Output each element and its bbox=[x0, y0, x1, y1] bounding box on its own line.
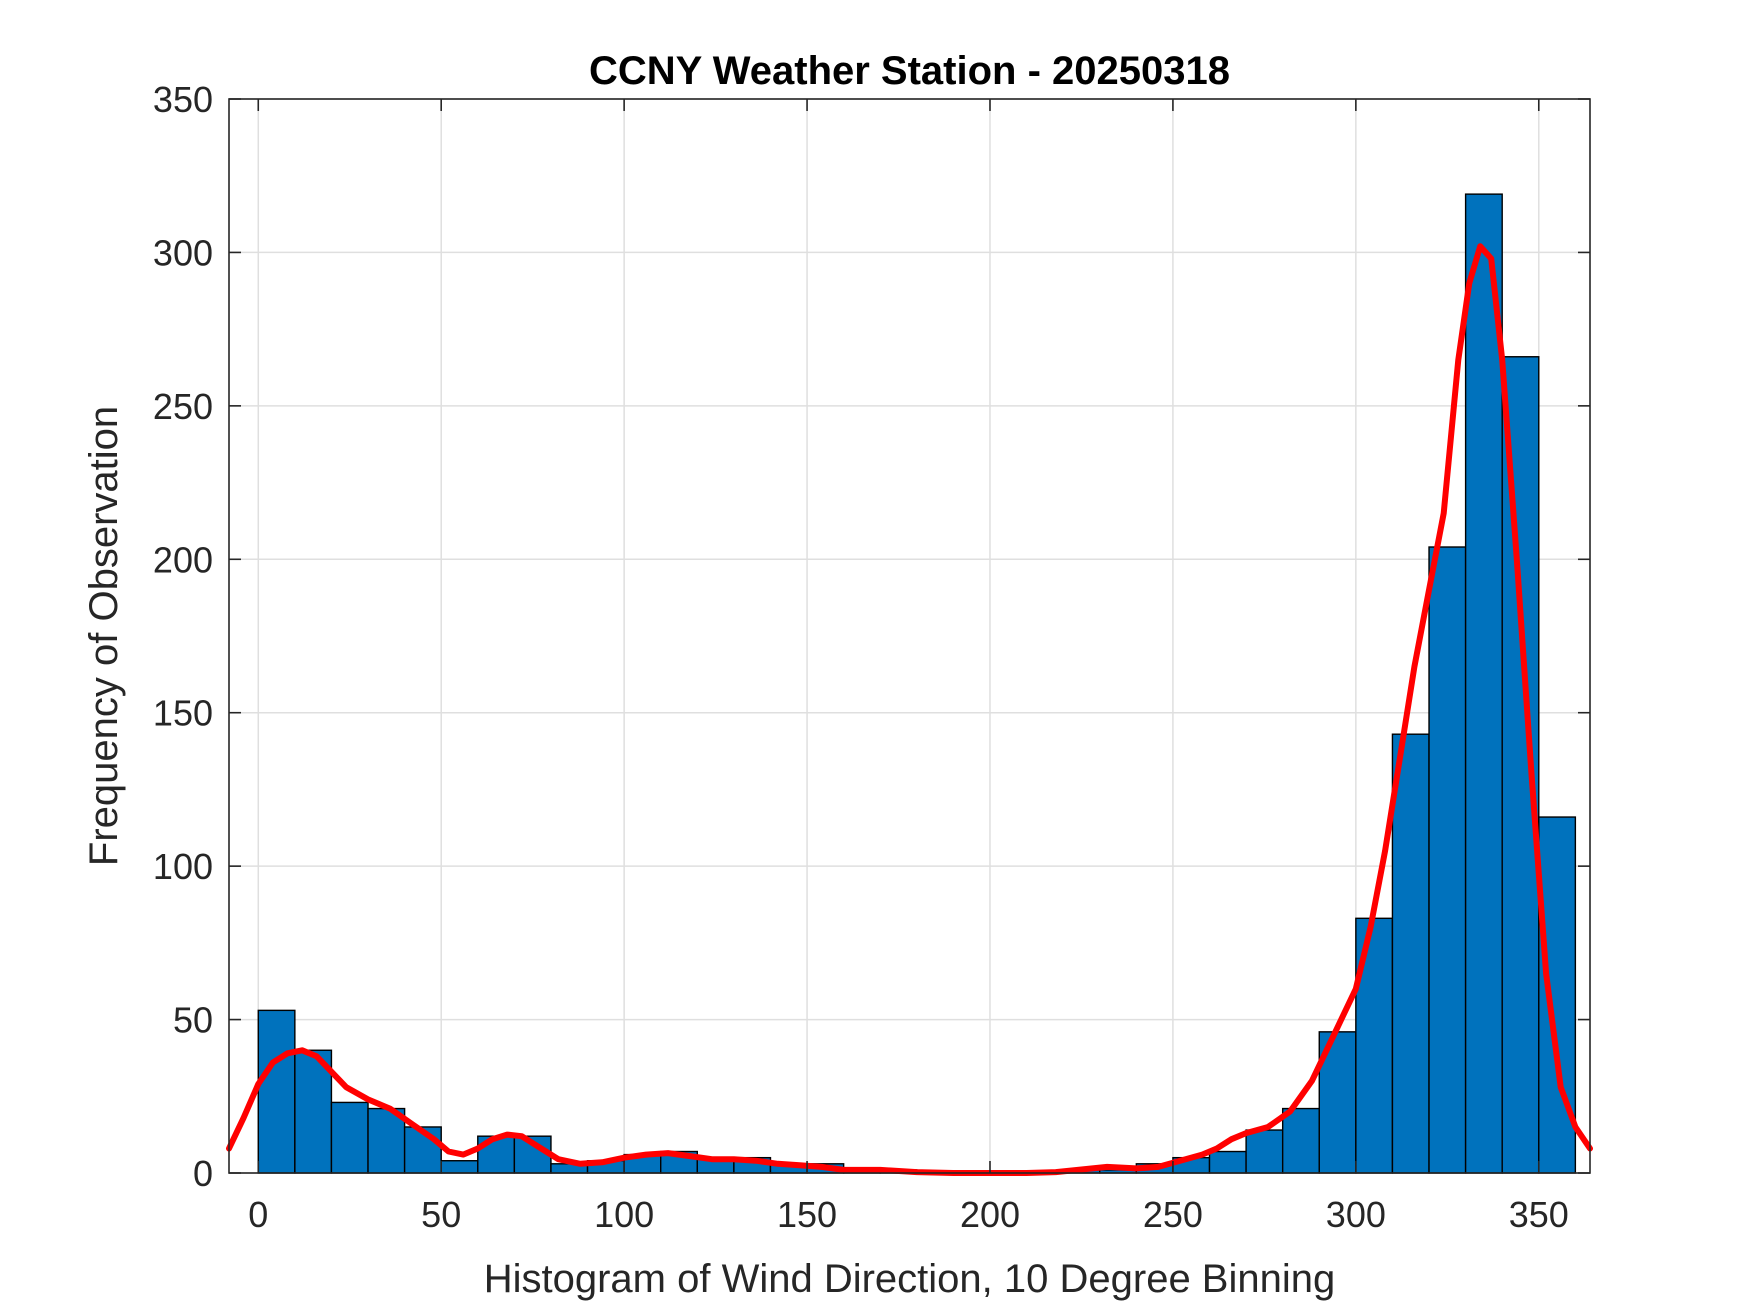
x-tick-label: 150 bbox=[777, 1194, 837, 1235]
x-tick-label: 200 bbox=[960, 1194, 1020, 1235]
axis-ticks: 0 50 100 150 200 250 300 350 0 50 100 150 200 250 300 3… bbox=[153, 79, 1590, 1235]
histogram-bar bbox=[1245, 1129, 1284, 1174]
y-tick-label: 50 bbox=[173, 1000, 213, 1041]
x-tick-label: 100 bbox=[594, 1194, 654, 1235]
y-tick-label: 0 bbox=[193, 1153, 213, 1194]
chart-title: CCNY Weather Station - 20250318 bbox=[589, 49, 1230, 93]
histogram-bars bbox=[257, 193, 1577, 1174]
x-tick-label: 350 bbox=[1509, 1194, 1569, 1235]
x-tick-label: 250 bbox=[1143, 1194, 1203, 1235]
fit-curve-line bbox=[226, 243, 1593, 1176]
histogram-bar bbox=[1208, 1150, 1247, 1174]
plot-frame bbox=[228, 98, 1591, 1174]
histogram-bar bbox=[440, 1160, 479, 1174]
y-tick-label: 350 bbox=[153, 79, 213, 120]
histogram-bar bbox=[1464, 193, 1503, 1174]
grid-lines bbox=[229, 98, 1590, 1174]
x-tick-label: 0 bbox=[248, 1194, 268, 1235]
y-tick-label: 250 bbox=[153, 386, 213, 427]
y-axis-label: Frequency of Observation bbox=[82, 406, 126, 866]
y-tick-label: 200 bbox=[153, 539, 213, 580]
histogram-bar bbox=[1391, 733, 1430, 1174]
x-axis-label: Histogram of Wind Direction, 10 Degree B… bbox=[484, 1257, 1336, 1301]
y-tick-label: 300 bbox=[153, 232, 213, 273]
y-tick-label: 100 bbox=[153, 846, 213, 887]
histogram-bar bbox=[1281, 1107, 1320, 1174]
y-tick-label: 150 bbox=[153, 693, 213, 734]
histogram-bar bbox=[1428, 546, 1467, 1174]
x-tick-label: 50 bbox=[421, 1194, 461, 1235]
fit-curve-group bbox=[226, 243, 1593, 1176]
histogram-bar bbox=[257, 1009, 296, 1174]
histogram-bar bbox=[330, 1101, 369, 1174]
x-tick-label: 300 bbox=[1326, 1194, 1386, 1235]
